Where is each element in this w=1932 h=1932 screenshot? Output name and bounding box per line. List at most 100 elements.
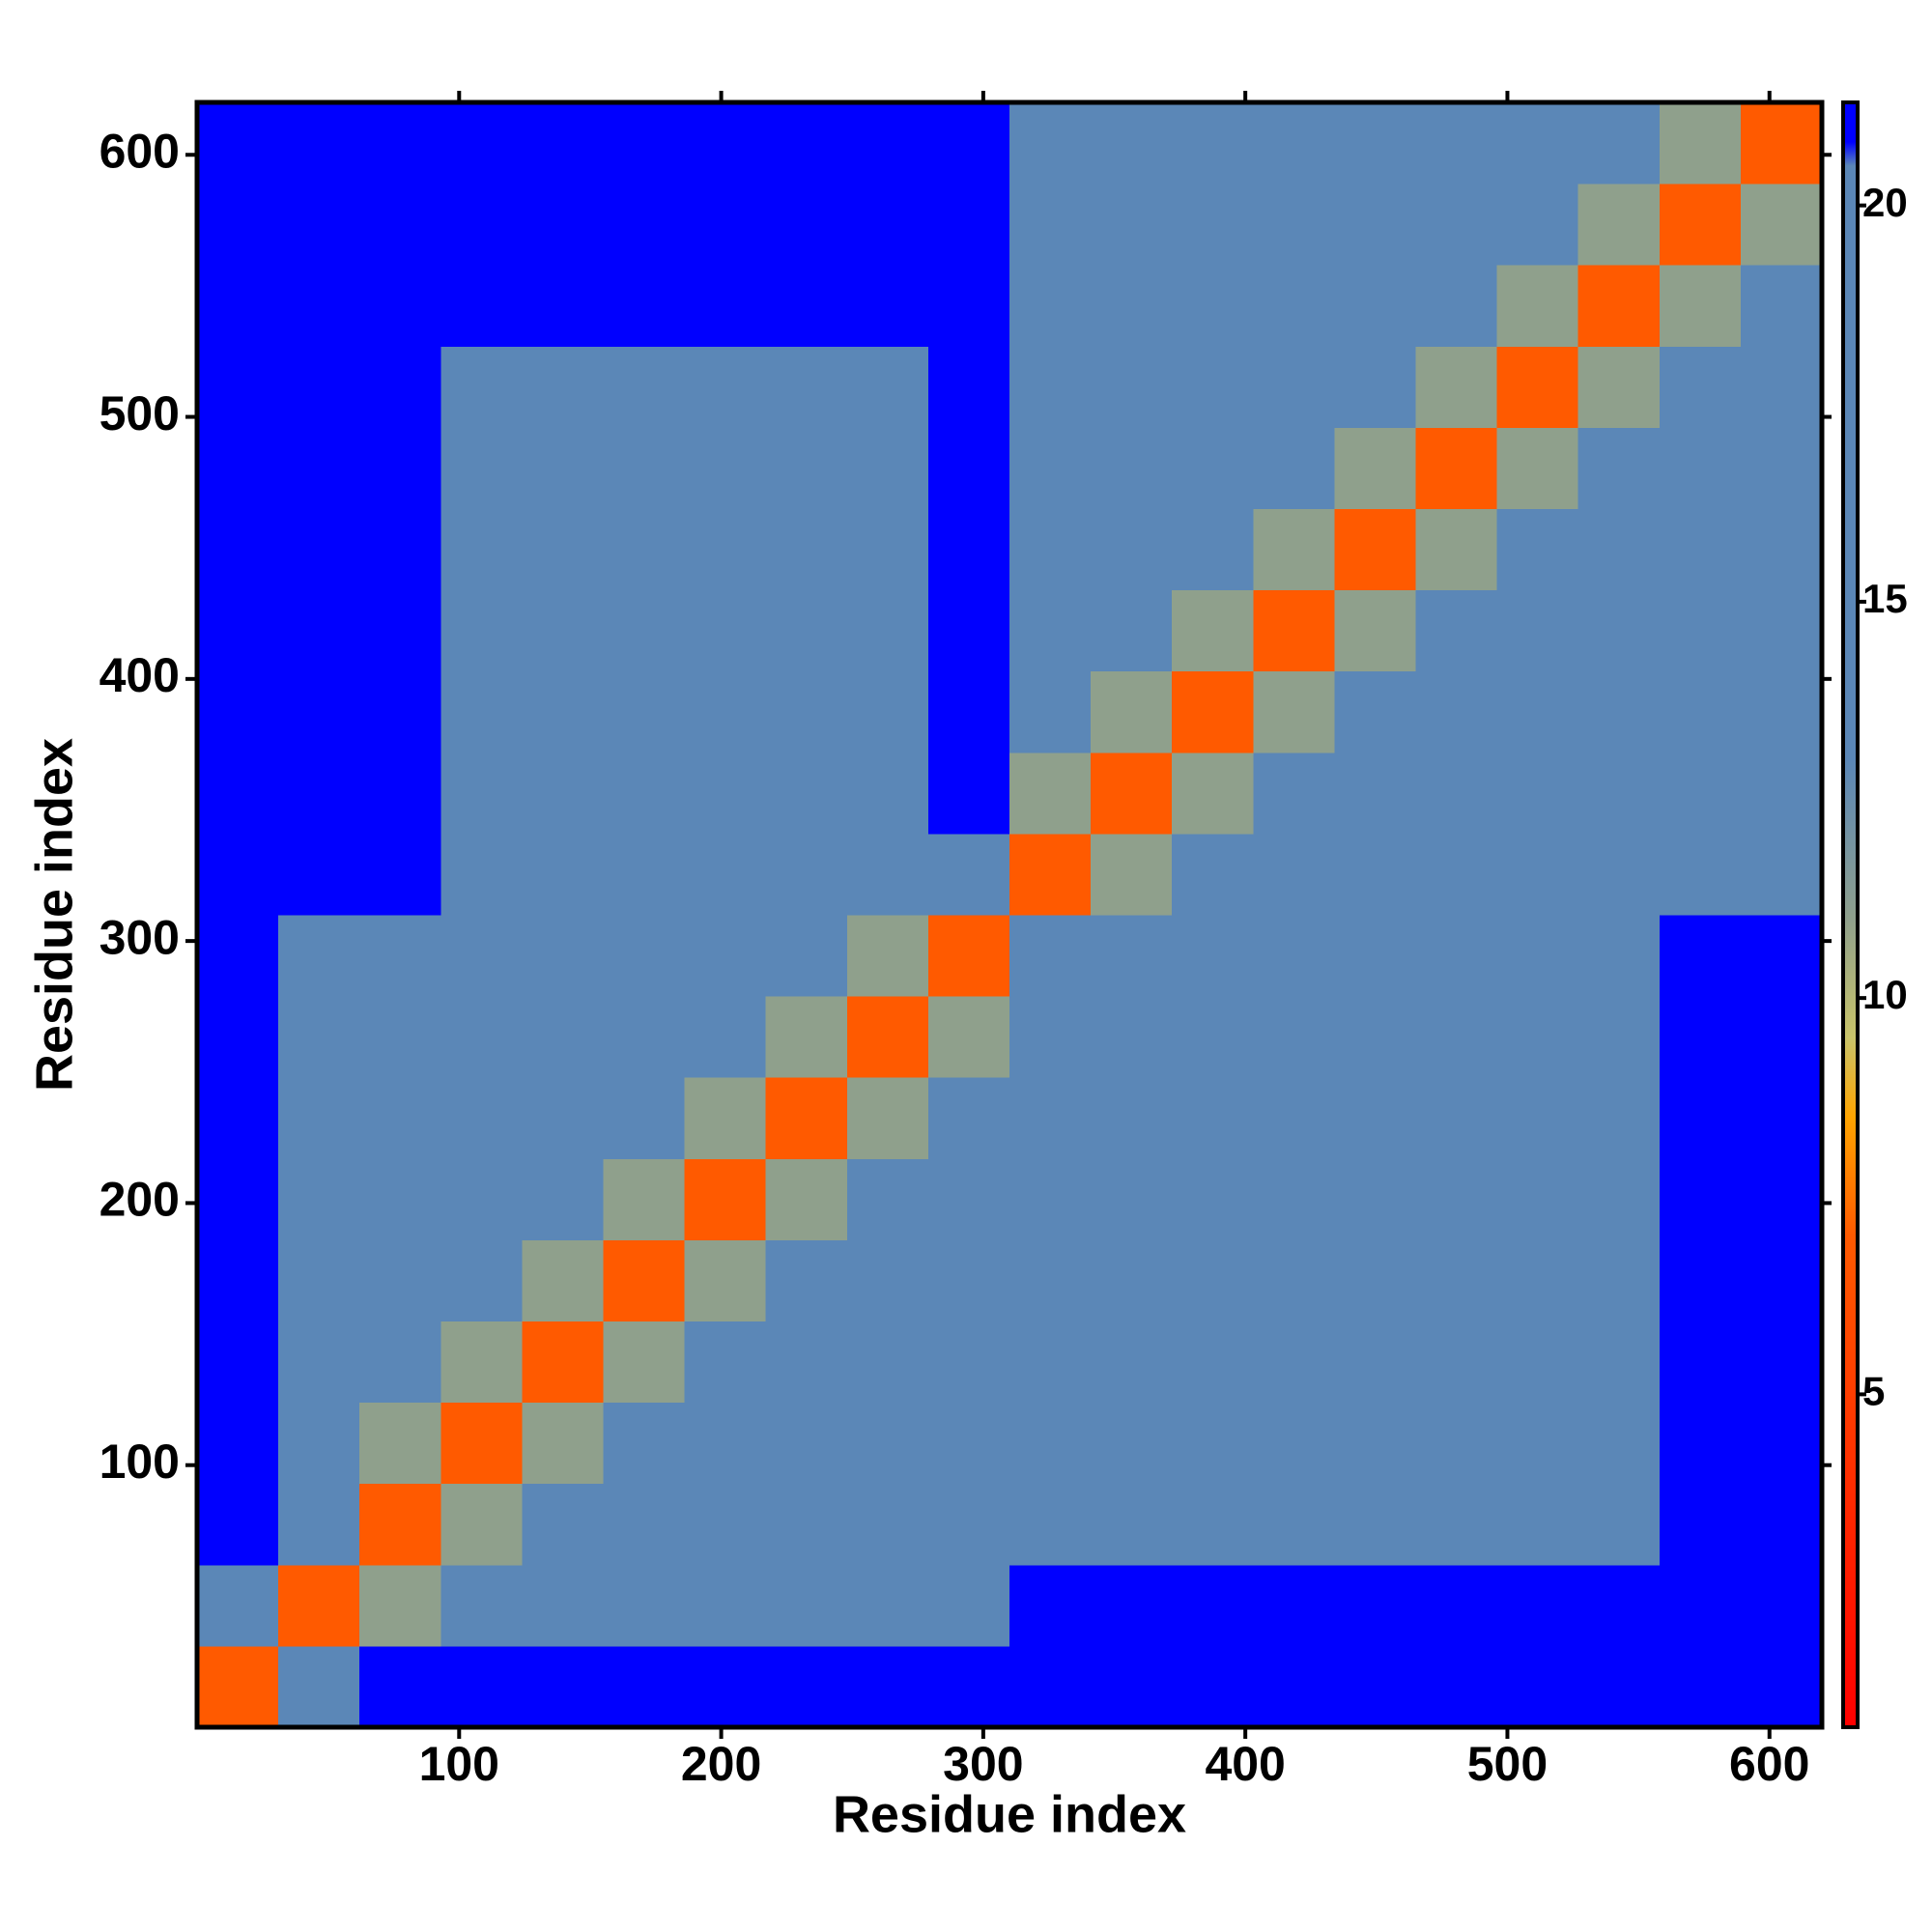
heatmap-cell (765, 1077, 848, 1159)
heatmap-cell (522, 1645, 604, 1728)
heatmap-cell (522, 670, 604, 753)
heatmap-cell (1415, 102, 1498, 185)
heatmap-cell (846, 1483, 929, 1566)
heatmap-cell (1740, 1321, 1823, 1404)
heatmap-cell (1172, 1645, 1254, 1728)
heatmap-cell (1740, 1564, 1823, 1647)
heatmap-cell (927, 1645, 1010, 1728)
heatmap-cell (684, 996, 767, 1078)
heatmap-cell (1253, 1402, 1335, 1485)
heatmap-cell (278, 996, 360, 1078)
heatmap-cell (1091, 752, 1173, 835)
heatmap-cell (765, 427, 848, 509)
heatmap-cell (1740, 265, 1823, 347)
heatmap-cell (1172, 589, 1254, 672)
heatmap-cell (359, 996, 441, 1078)
heatmap-cell (1740, 752, 1823, 835)
heatmap-cell (440, 265, 523, 347)
heatmap-cell (1659, 102, 1742, 185)
heatmap-cell (1253, 1321, 1335, 1404)
heatmap-cell (197, 265, 279, 347)
heatmap-cell (603, 1158, 686, 1240)
heatmap-cell (1740, 508, 1823, 591)
heatmap-cell (846, 1564, 929, 1647)
heatmap-cell (1415, 589, 1498, 672)
heatmap-cell (1091, 1402, 1173, 1485)
heatmap-cell (1659, 1077, 1742, 1159)
heatmap-cell (1659, 752, 1742, 835)
heatmap-cell (197, 184, 279, 266)
heatmap-cell (1172, 1321, 1254, 1404)
heatmap-cell (522, 346, 604, 428)
heatmap-cell (1415, 1077, 1498, 1159)
heatmap-cell (603, 1483, 686, 1566)
heatmap-cell (765, 1564, 848, 1647)
heatmap-cell (1496, 1077, 1579, 1159)
heatmap-cell (603, 102, 686, 185)
heatmap-cell (927, 265, 1010, 347)
heatmap-cell (197, 752, 279, 835)
heatmap-cell (846, 670, 929, 753)
heatmap-cell (603, 752, 686, 835)
heatmap-cell (765, 1158, 848, 1240)
heatmap-cell (1253, 265, 1335, 347)
heatmap-cell (1009, 996, 1092, 1078)
heatmap-cell (1496, 1158, 1579, 1240)
heatmap-cell (1172, 833, 1254, 916)
heatmap-cell (1415, 670, 1498, 753)
heatmap-cell (1334, 996, 1416, 1078)
heatmap-cell (278, 589, 360, 672)
heatmap-cell (1496, 1483, 1579, 1566)
heatmap-cell (1091, 1321, 1173, 1404)
heatmap-cell (197, 1645, 279, 1728)
heatmap-cell (1091, 1239, 1173, 1321)
heatmap-cell (440, 508, 523, 591)
heatmap-cell (522, 752, 604, 835)
heatmap-cell (1334, 184, 1416, 266)
heatmap-cell (603, 1321, 686, 1404)
heatmap-cell (846, 1402, 929, 1485)
heatmap-cell (846, 589, 929, 672)
heatmap-cell (765, 1239, 848, 1321)
heatmap-cell (522, 184, 604, 266)
heatmap-cell (1253, 1645, 1335, 1728)
x-axis-label: Residue index (833, 1785, 1186, 1843)
heatmap-cell (1496, 1645, 1579, 1728)
heatmap-cell (1740, 670, 1823, 753)
heatmap-cell (684, 427, 767, 509)
heatmap-cell (1172, 1564, 1254, 1647)
heatmap-cell (684, 102, 767, 185)
heatmap-cell (1009, 1158, 1092, 1240)
heatmap-cell (1740, 589, 1823, 672)
heatmap-cell (927, 1483, 1010, 1566)
heatmap-cell (522, 1402, 604, 1485)
heatmap-cell (1334, 1158, 1416, 1240)
plot-frame (194, 99, 1825, 1730)
heatmap-cell (1577, 1158, 1661, 1240)
heatmap-cell (684, 508, 767, 591)
heatmap-cell (684, 670, 767, 753)
heatmap-cell (1091, 1158, 1173, 1240)
heatmap-cell (1496, 589, 1579, 672)
heatmap-cell (1253, 915, 1335, 997)
heatmap-cell (197, 1077, 279, 1159)
heatmap-cell (846, 427, 929, 509)
heatmap-cell (359, 833, 441, 916)
heatmap-cell (1253, 1239, 1335, 1321)
heatmap-cell (846, 508, 929, 591)
heatmap-cell (927, 1239, 1010, 1321)
heatmap-cell (603, 1077, 686, 1159)
heatmap-cell (1172, 752, 1254, 835)
y-tick-label: 100 (99, 1435, 180, 1489)
heatmap-cell (684, 265, 767, 347)
heatmap-cell (1334, 1321, 1416, 1404)
heatmap-cell (765, 833, 848, 916)
heatmap-cell (927, 752, 1010, 835)
heatmap-cell (197, 1158, 279, 1240)
heatmap-cell (1415, 996, 1498, 1078)
heatmap-cell (1253, 752, 1335, 835)
heatmap-cell (278, 265, 360, 347)
heatmap-cell (1091, 184, 1173, 266)
heatmap-cell (1334, 1564, 1416, 1647)
heatmap-cell (522, 1158, 604, 1240)
